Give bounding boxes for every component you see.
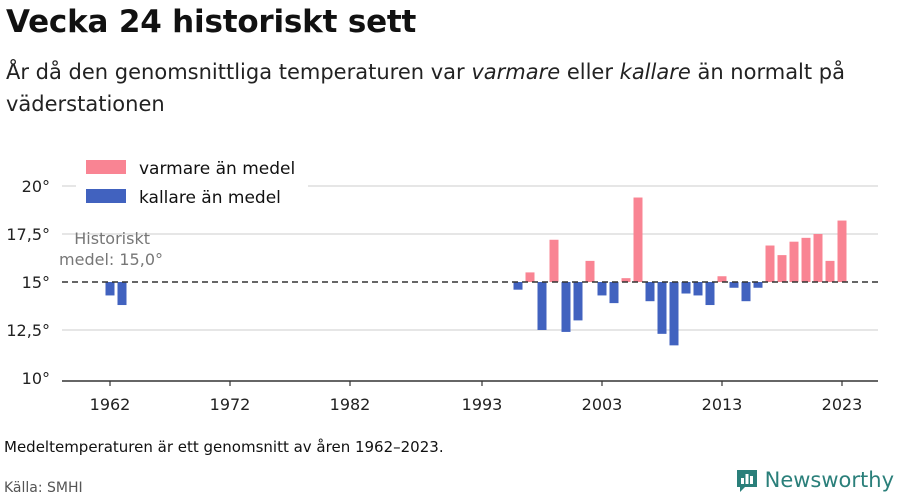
x-tick-label: 1972 bbox=[210, 395, 251, 414]
subtitle-part-3: än normalt på väderstationen bbox=[6, 60, 845, 116]
bar-warm bbox=[813, 234, 823, 282]
mean-annotation-line1: Historiskt bbox=[74, 229, 150, 248]
x-tick-label: 2013 bbox=[702, 395, 743, 414]
bar-cold bbox=[705, 282, 715, 306]
bar-cold bbox=[729, 282, 739, 288]
bar-cold bbox=[105, 282, 115, 296]
bar-cold bbox=[117, 282, 127, 306]
bar-cold bbox=[561, 282, 571, 332]
source-label: Källa: SMHI bbox=[4, 480, 83, 496]
legend-label-cold: kallare än medel bbox=[139, 188, 281, 208]
bar-warm bbox=[765, 245, 775, 282]
bar-cold bbox=[597, 282, 607, 296]
legend-swatch-warm bbox=[86, 160, 126, 174]
bar-warm bbox=[789, 241, 799, 282]
bar-warm bbox=[801, 237, 811, 282]
bar-cold bbox=[681, 282, 691, 294]
legend-label-warm: varmare än medel bbox=[139, 159, 295, 179]
x-tick-label: 1982 bbox=[330, 395, 371, 414]
bar-cold bbox=[609, 282, 619, 304]
brand-logo: Newsworthy bbox=[735, 467, 894, 493]
bar-cold bbox=[537, 282, 547, 330]
subtitle-warm-word: varmare bbox=[471, 60, 561, 84]
bar-cold bbox=[657, 282, 667, 334]
mean-annotation-line2: medel: 15,0° bbox=[59, 250, 163, 269]
bar-cold bbox=[573, 282, 583, 321]
bar-warm bbox=[525, 272, 535, 282]
footnote: Medeltemperaturen är ett genomsnitt av å… bbox=[4, 438, 444, 456]
newsworthy-logo-icon bbox=[736, 470, 757, 492]
bar-warm bbox=[633, 197, 643, 282]
y-tick-label: 20° bbox=[22, 177, 50, 196]
x-tick-label: 2023 bbox=[822, 395, 863, 414]
subtitle-part-1: År då den genomsnittliga temperaturen va… bbox=[6, 60, 472, 84]
bar-warm bbox=[621, 278, 631, 282]
subtitle-part-2: eller bbox=[560, 60, 620, 84]
y-tick-label: 10° bbox=[22, 369, 50, 388]
x-tick-label: 1993 bbox=[462, 395, 503, 414]
bar-cold bbox=[693, 282, 703, 296]
bar-warm bbox=[837, 220, 847, 282]
bar-cold bbox=[753, 282, 763, 288]
bar-warm bbox=[717, 276, 727, 282]
bar-cold bbox=[741, 282, 751, 302]
bar-warm bbox=[549, 239, 559, 282]
bar-cold bbox=[645, 282, 655, 302]
temperature-bar-chart: 20° 17,5° 15° 12,5° 10° Historiskt medel: 15,0… bbox=[6, 159, 878, 414]
subtitle-cold-word: kallare bbox=[619, 60, 691, 84]
bar-cold bbox=[669, 282, 679, 346]
legend-swatch-cold bbox=[86, 189, 126, 203]
y-tick-label: 12,5° bbox=[6, 321, 50, 340]
bar-warm bbox=[825, 260, 835, 282]
chart-subtitle: År då den genomsnittliga temperaturen va… bbox=[6, 56, 866, 120]
brand-name: Newsworthy bbox=[764, 468, 894, 492]
y-tick-label: 17,5° bbox=[6, 225, 50, 244]
x-tick-label: 2003 bbox=[582, 395, 623, 414]
bar-warm bbox=[777, 255, 787, 282]
y-tick-label: 15° bbox=[22, 273, 50, 292]
x-tick-label: 1962 bbox=[90, 395, 131, 414]
chart-title: Vecka 24 historiskt sett bbox=[6, 4, 417, 40]
bar-warm bbox=[585, 260, 595, 282]
bar-cold bbox=[513, 282, 523, 290]
